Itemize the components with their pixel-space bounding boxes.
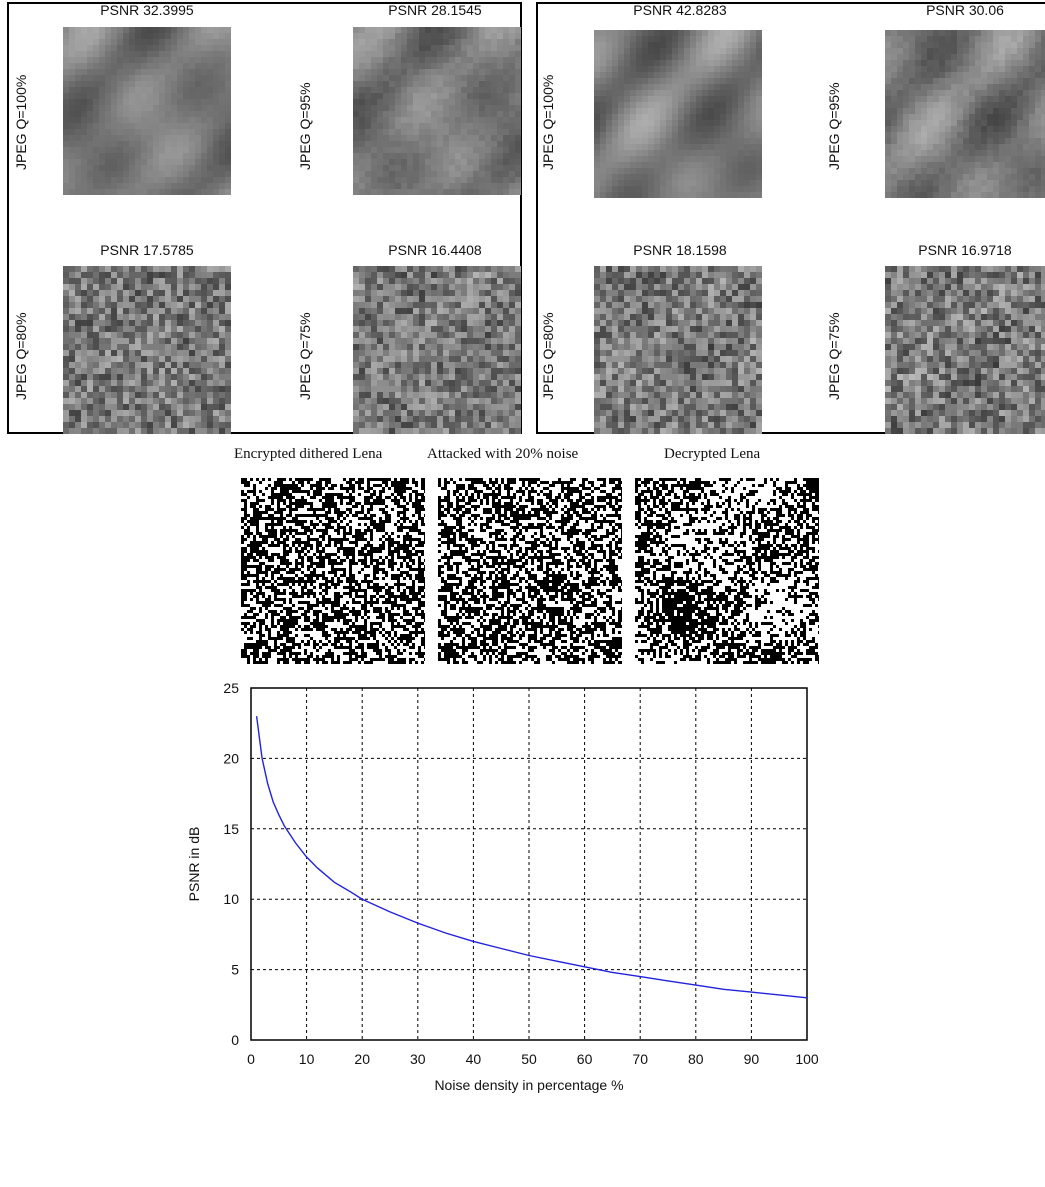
x-tick-label: 30 <box>410 1051 426 1067</box>
barbara-q95-image <box>353 27 521 195</box>
x-tick-label: 80 <box>688 1051 704 1067</box>
lena-q80-image <box>594 266 762 434</box>
psnr-title: PSNR 16.9718 <box>918 242 1012 258</box>
barbara-q75-image <box>353 266 521 434</box>
encrypted-dithered-lena-image <box>241 478 425 664</box>
chart-ticks: 0 10 20 30 40 50 60 70 80 90 100 0 5 10 15 20 25 <box>223 680 818 1067</box>
attacked-caption: Attacked with 20% noise <box>427 446 579 462</box>
decrypted-lena-image <box>635 478 819 664</box>
barbara-q80-image <box>63 266 231 434</box>
x-tick-label: 20 <box>354 1051 370 1067</box>
lena-q95-image <box>885 30 1045 198</box>
psnr-title: PSNR 17.5785 <box>100 242 194 258</box>
psnr-title: PSNR 18.1598 <box>633 242 727 258</box>
barbara-q100-image <box>63 27 231 195</box>
y-axis-label: PSNR in dB <box>186 827 202 902</box>
psnr-title: PSNR 16.4408 <box>388 242 482 258</box>
lena-q75-image <box>885 266 1045 434</box>
encrypted-caption: Encrypted dithered Lena <box>234 446 383 462</box>
y-tick-label: 0 <box>231 1032 239 1048</box>
y-tick-label: 25 <box>223 680 239 696</box>
x-tick-label: 0 <box>247 1051 255 1067</box>
psnr-curve <box>255 716 808 999</box>
x-axis-label: Noise density in percentage % <box>434 1077 623 1093</box>
y-tick-label: 5 <box>231 962 239 978</box>
psnr-title: PSNR 32.3995 <box>100 2 194 18</box>
decrypted-caption: Decrypted Lena <box>664 446 761 462</box>
y-tick-label: 20 <box>223 750 239 766</box>
psnr-title: PSNR 42.8283 <box>633 2 727 18</box>
x-tick-label: 90 <box>744 1051 760 1067</box>
psnr-title: PSNR 30.06 <box>926 2 1004 18</box>
x-tick-label: 60 <box>577 1051 593 1067</box>
y-tick-label: 10 <box>223 891 239 907</box>
chart-axes-box <box>250 687 808 1041</box>
lena-q100-image <box>594 30 762 198</box>
y-tick-label: 15 <box>223 821 239 837</box>
chart-grid <box>251 688 807 1040</box>
psnr-title: PSNR 28.1545 <box>388 2 482 18</box>
x-tick-label: 40 <box>466 1051 482 1067</box>
x-tick-label: 10 <box>299 1051 315 1067</box>
x-tick-label: 50 <box>521 1051 537 1067</box>
x-tick-label: 70 <box>632 1051 648 1067</box>
x-tick-label: 100 <box>795 1051 819 1067</box>
attacked-noise-image <box>438 478 622 664</box>
